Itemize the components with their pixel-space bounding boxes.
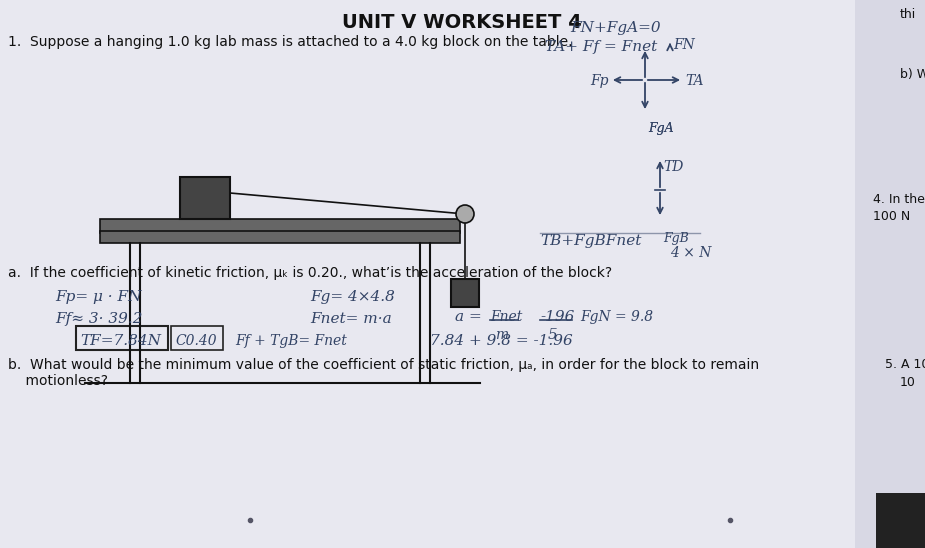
Bar	[100, 219, 460, 233]
Text: FN+FgA=0: FN+FgA=0	[570, 21, 660, 35]
Text: FN: FN	[673, 38, 695, 52]
Text: FgN = 9.8: FgN = 9.8	[580, 310, 653, 324]
Text: TA: TA	[685, 74, 704, 88]
Text: 1.  Suppose a hanging 1.0 kg lab mass is attached to a 4.0 kg block on the table: 1. Suppose a hanging 1.0 kg lab mass is …	[8, 35, 573, 49]
Text: thi: thi	[900, 8, 917, 21]
Bar	[451, 279, 479, 307]
Text: UNIT V WORKSHEET 4: UNIT V WORKSHEET 4	[342, 13, 582, 32]
Text: Fnet: Fnet	[490, 310, 523, 324]
Text: TA+ Ff = Fnet: TA+ Ff = Fnet	[545, 40, 658, 54]
Text: Fp= μ · FN: Fp= μ · FN	[55, 290, 142, 304]
Text: FgA: FgA	[648, 122, 673, 135]
Bar	[876, 493, 925, 548]
Text: FgB: FgB	[663, 232, 689, 245]
Text: Fp: Fp	[590, 74, 609, 88]
Text: TD: TD	[663, 160, 684, 174]
Text: -196: -196	[540, 310, 574, 324]
Text: Ff≈ 3· 39.2: Ff≈ 3· 39.2	[55, 312, 142, 326]
Text: a.  If the coefficient of kinetic friction, μₖ is 0.20., what’is the acceleratio: a. If the coefficient of kinetic frictio…	[8, 266, 612, 280]
Text: Fg= 4×4.8: Fg= 4×4.8	[310, 290, 395, 304]
Bar	[180, 177, 230, 219]
Text: m: m	[495, 328, 508, 342]
Text: Fnet= m·a: Fnet= m·a	[310, 312, 392, 326]
Text: TF=7.84N: TF=7.84N	[80, 334, 161, 348]
Text: b) W: b) W	[900, 68, 925, 81]
Text: 5: 5	[548, 328, 558, 342]
Text: 100 N: 100 N	[873, 210, 910, 223]
Text: a =: a =	[455, 310, 482, 324]
Text: b.  What would be the minimum value of the coefficient of static friction, μₐ, i: b. What would be the minimum value of th…	[8, 358, 759, 388]
Text: C0.40: C0.40	[175, 334, 216, 348]
Text: 5. A 10: 5. A 10	[885, 358, 925, 371]
Circle shape	[456, 205, 474, 223]
Text: Ff + TgB= Fnet: Ff + TgB= Fnet	[235, 334, 347, 348]
Text: 4. In the: 4. In the	[873, 193, 925, 206]
Text: 7.84 + 9.8 = -1.96: 7.84 + 9.8 = -1.96	[430, 334, 573, 348]
Bar	[100, 231, 460, 243]
Bar	[855, 0, 925, 548]
Text: FgA: FgA	[648, 122, 673, 135]
Text: 10: 10	[900, 376, 916, 389]
Text: TB+FgBFnet: TB+FgBFnet	[540, 234, 641, 248]
Text: 4 × N: 4 × N	[670, 246, 711, 260]
